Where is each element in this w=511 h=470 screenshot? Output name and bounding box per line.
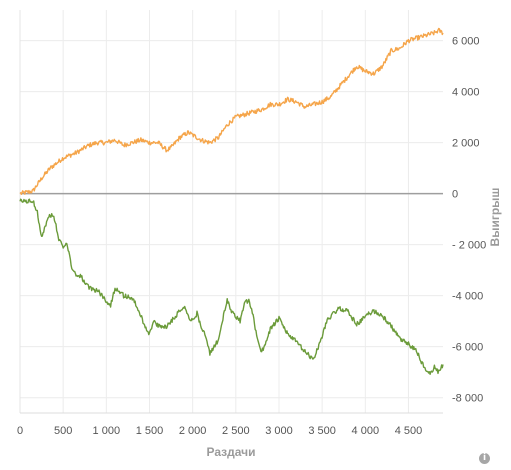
x-tick-label: 3 500 xyxy=(308,425,336,437)
info-icon[interactable]: i xyxy=(479,453,490,464)
x-axis-ticks: 0 500 1 000 1 500 2 000 2 500 3 000 3 500 4 000 4… xyxy=(17,425,422,437)
x-tick-label: 2 000 xyxy=(179,425,207,437)
x-tick-label: 0 xyxy=(17,425,23,437)
y-tick-label: 2 000 xyxy=(452,138,480,150)
x-tick-label: 4 000 xyxy=(352,425,380,437)
y-axis-ticks: 6 000 4 000 2 000 0 - 2 000 -4 000 -6 000 -8 00… xyxy=(452,36,486,405)
x-axis-title: Раздачи xyxy=(207,445,256,459)
x-tick-label: 1 500 xyxy=(136,425,164,437)
x-tick-label: 3 000 xyxy=(265,425,293,437)
y-tick-label: -6 000 xyxy=(452,342,483,354)
series-line-1 xyxy=(19,27,444,195)
series-lines xyxy=(19,27,444,375)
series-line-2 xyxy=(19,198,444,375)
x-tick-label: 1 000 xyxy=(93,425,121,437)
y-tick-label: 4 000 xyxy=(452,87,480,99)
x-tick-label: 2 500 xyxy=(222,425,250,437)
y-axis-title: Выигрыш xyxy=(488,188,502,247)
y-tick-label: -8 000 xyxy=(452,393,483,405)
y-tick-label: 0 xyxy=(452,189,458,201)
x-tick-label: 500 xyxy=(54,425,72,437)
y-tick-label: 6 000 xyxy=(452,36,480,48)
y-tick-label: - 2 000 xyxy=(452,240,486,252)
x-tick-label: 4 500 xyxy=(395,425,423,437)
y-tick-label: -4 000 xyxy=(452,291,483,303)
